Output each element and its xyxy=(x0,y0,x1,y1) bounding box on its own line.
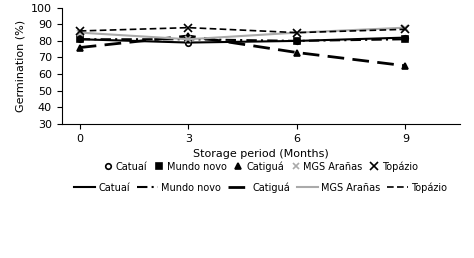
Legend: Catuaí, Mundo novo, Catiguá, MGS Arañas, Topázio: Catuaí, Mundo novo, Catiguá, MGS Arañas,… xyxy=(74,182,447,193)
X-axis label: Storage period (Months): Storage period (Months) xyxy=(193,149,328,159)
Y-axis label: Germination (%): Germination (%) xyxy=(15,20,25,112)
